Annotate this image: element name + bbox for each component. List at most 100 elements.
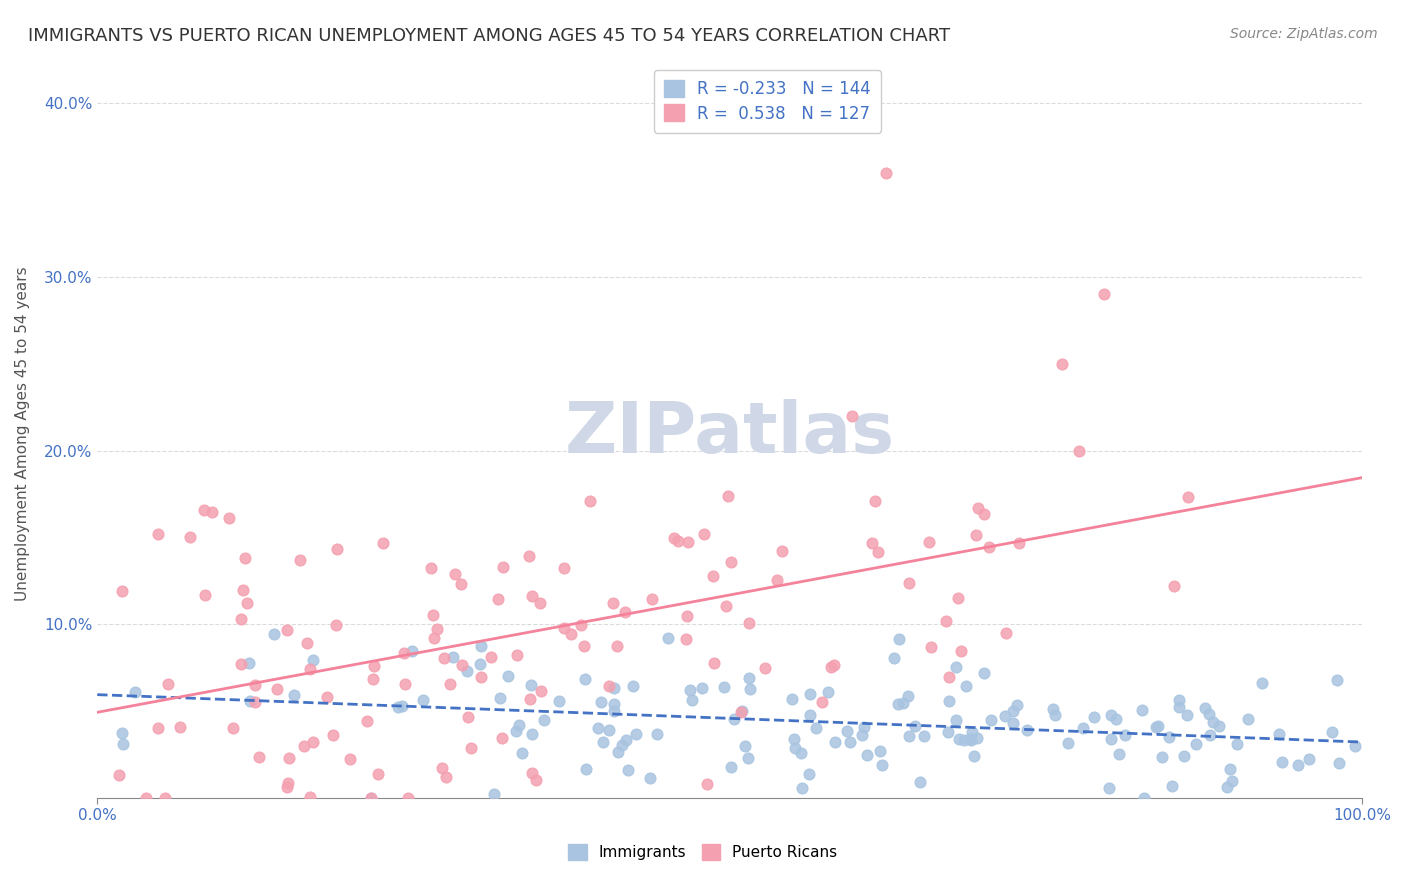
Point [1130,703,1153,717]
Point [146,721,169,735]
Point [994,626,1017,640]
Point [1326,673,1348,687]
Point [1226,737,1249,751]
Point [451,657,474,672]
Point [243,695,266,709]
Point [962,724,984,739]
Point [731,704,754,718]
Point [111,737,134,751]
Point [785,740,807,755]
Point [973,666,995,681]
Point [662,531,685,545]
Point [423,631,446,645]
Point [193,503,215,517]
Point [1251,675,1274,690]
Point [1005,698,1028,713]
Point [869,744,891,758]
Point [865,494,887,508]
Point [1114,728,1136,742]
Point [235,551,257,566]
Point [519,692,541,706]
Point [1160,779,1182,793]
Point [1220,774,1243,789]
Point [299,789,322,804]
Point [681,692,703,706]
Point [647,727,669,741]
Point [696,777,718,791]
Point [783,731,806,746]
Point [1194,701,1216,715]
Point [1327,756,1350,770]
Point [598,679,620,693]
Point [108,767,131,781]
Point [717,489,740,503]
Point [946,591,969,605]
Point [860,536,883,550]
Point [579,494,602,508]
Point [887,698,910,712]
Point [811,695,834,709]
Point [522,590,544,604]
Point [897,689,920,703]
Point [891,696,914,710]
Point [959,731,981,746]
Point [419,561,441,575]
Point [883,650,905,665]
Point [387,700,409,714]
Point [1144,720,1167,734]
Point [1008,536,1031,550]
Point [738,615,761,630]
Point [441,650,464,665]
Point [194,588,217,602]
Point [690,681,713,695]
Point [520,765,543,780]
Point [239,693,262,707]
Point [470,640,492,654]
Point [799,708,821,723]
Point [754,661,776,675]
Point [666,533,689,548]
Point [853,720,876,734]
Point [283,689,305,703]
Point [740,682,762,697]
Point [1173,748,1195,763]
Y-axis label: Unemployment Among Ages 45 to 54 years: Unemployment Among Ages 45 to 54 years [15,266,30,600]
Point [610,738,633,752]
Point [229,611,252,625]
Point [797,767,820,781]
Text: ZIPatlas: ZIPatlas [565,399,894,467]
Point [295,636,318,650]
Point [360,791,382,805]
Point [1271,756,1294,770]
Point [394,676,416,690]
Point [868,545,890,559]
Point [325,618,347,632]
Point [278,751,301,765]
Point [614,732,637,747]
Point [1069,443,1091,458]
Point [263,627,285,641]
Point [602,681,624,695]
Point [898,575,921,590]
Point [339,752,361,766]
Point [560,626,582,640]
Point [713,680,735,694]
Point [450,577,472,591]
Point [657,632,679,646]
Point [169,720,191,734]
Point [232,582,254,597]
Point [679,683,702,698]
Point [1320,724,1343,739]
Point [110,726,132,740]
Point [1001,704,1024,718]
Point [391,699,413,714]
Point [522,727,544,741]
Point [820,660,842,674]
Point [804,721,827,735]
Point [1202,715,1225,730]
Point [510,746,533,760]
Point [1150,749,1173,764]
Point [614,605,637,619]
Point [243,678,266,692]
Point [439,676,461,690]
